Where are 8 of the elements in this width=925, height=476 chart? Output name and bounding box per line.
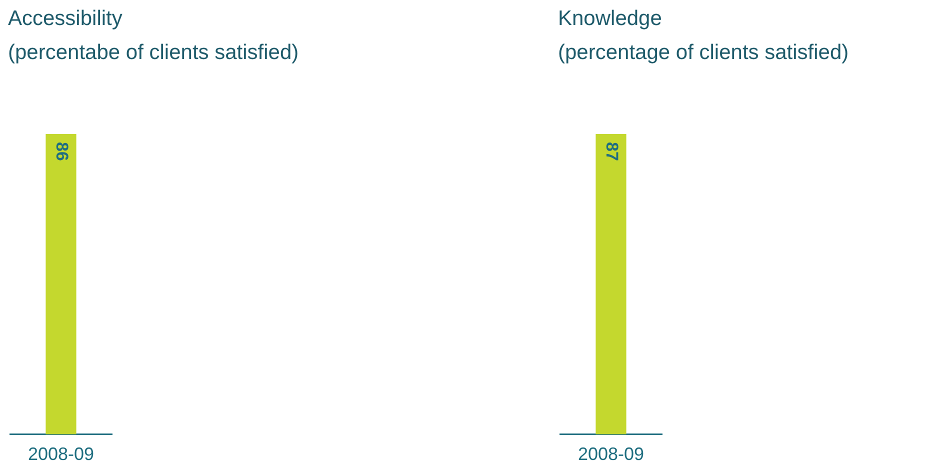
chart-title: Knowledge bbox=[558, 6, 662, 32]
x-tick-label: 2008-09 bbox=[578, 444, 644, 464]
data-label: 86 bbox=[52, 142, 72, 161]
chart-subtitle: (percentabe of clients satisfied) bbox=[8, 40, 299, 66]
x-tick-label: 2008-09 bbox=[28, 444, 94, 464]
chart-subtitle: (percentage of clients satisfied) bbox=[558, 40, 849, 66]
data-label: 87 bbox=[602, 142, 622, 161]
chart-title: Accessibility bbox=[8, 6, 122, 32]
